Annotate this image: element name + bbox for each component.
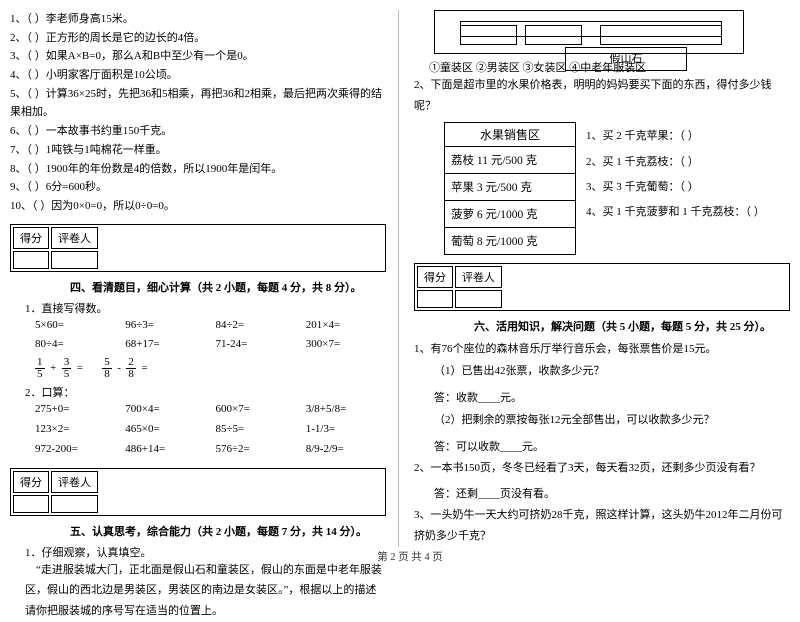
score-label: 得分: [417, 266, 453, 288]
frac: 35: [62, 357, 72, 380]
eq: 85÷5=: [216, 420, 296, 440]
eq: 700×4=: [125, 400, 205, 420]
eq-row-5: 972-200= 486+14= 576÷2= 8/9-2/9=: [10, 440, 386, 460]
fruit-header: 水果销售区: [445, 123, 575, 147]
eq: 68+17=: [125, 335, 205, 355]
j6: 6、（ ）一本故事书约重150千克。: [10, 122, 386, 141]
eq: 275+0=: [35, 400, 115, 420]
eq: 96÷3=: [125, 316, 205, 336]
eq: 3/8+5/8=: [306, 400, 386, 420]
fruit-q: 4、买 1 千克菠萝和 1 千克荔枝：（ ）: [586, 200, 790, 225]
eq-row-2: 80÷4= 68+17= 71-24= 300×7=: [10, 335, 386, 355]
eq: 600×7=: [216, 400, 296, 420]
eq-row-4: 123×2= 465×0= 85÷5= 1-1/3=: [10, 420, 386, 440]
score-label: 得分: [13, 471, 49, 493]
eq: 465×0=: [125, 420, 205, 440]
sec6-a1b: 答：可以收款____元。: [414, 436, 790, 458]
eq: 123×2=: [35, 420, 115, 440]
score-label: 得分: [13, 227, 49, 249]
frac: 28: [126, 357, 136, 380]
sec4-sub2: 2．口算：: [10, 384, 386, 400]
store-diagram: 假山石: [434, 10, 744, 54]
sec6-a1: 答：收款____元。: [414, 387, 790, 409]
eq: 300×7=: [306, 335, 386, 355]
grader-label: 评卷人: [51, 471, 98, 493]
eq: 71-24=: [216, 335, 296, 355]
sec5-desc: “走进服装城大门，正北面是假山石和童装区，假山的东面是中老年服装区，假山的西北边…: [10, 560, 386, 622]
judgment-list: 1、（ ）李老师身高15米。 2、（ ）正方形的周长是它的边长的4倍。 3、（ …: [10, 10, 386, 216]
fruit-questions: 1、买 2 千克苹果：（ ） 2、买 1 千克荔枝：（ ） 3、买 3 千克葡萄…: [586, 118, 790, 255]
eq-row-3: 275+0= 700×4= 600×7= 3/8+5/8=: [10, 400, 386, 420]
fruit-q: 1、买 2 千克苹果：（ ）: [586, 124, 790, 149]
sec6-q2: 2、一本书150页，冬冬已经看了3天，每天看32页，还剩多少页没有看？: [414, 458, 790, 479]
j1: 1、（ ）李老师身高15米。: [10, 10, 386, 29]
j5: 5、（ ）计算36×25时，先把36和5相乘，再把36和2相乘，最后把两次乘得的…: [10, 85, 386, 122]
eq-row-1: 5×60= 96÷3= 84÷2= 201×4=: [10, 316, 386, 336]
grader-label: 评卷人: [51, 227, 98, 249]
page-footer: 第 2 页 共 4 页: [10, 549, 800, 564]
fruit-row: 葡萄 8 元/1000 克: [445, 228, 575, 254]
frac-row: 15 + 35 = 58 - 28 =: [10, 357, 386, 380]
eq: 972-200=: [35, 440, 115, 460]
eq: 1-1/3=: [306, 420, 386, 440]
frac: 58: [102, 357, 112, 380]
grader-label: 评卷人: [455, 266, 502, 288]
frac: 15: [35, 357, 45, 380]
score-box: 得分评卷人: [414, 263, 790, 311]
store-box: [525, 25, 582, 45]
eq: 5×60=: [35, 316, 115, 336]
eq: 576÷2=: [216, 440, 296, 460]
store-box: [460, 25, 517, 45]
fruit-row: 苹果 3 元/500 克: [445, 174, 575, 201]
j10: 10、（ ）因为0×0=0，所以0÷0=0。: [10, 197, 386, 216]
j7: 7、（ ）1吨铁与1吨棉花一样重。: [10, 141, 386, 160]
sec5-title: 五、认真思考，综合能力（共 2 小题，每题 7 分，共 14 分）。: [70, 523, 386, 539]
j4: 4、（ ）小明家客厅面积是10公顷。: [10, 66, 386, 85]
sec6-q1b: （2）把剩余的票按每张12元全部售出，可以收款多少元？: [414, 409, 790, 431]
store-rock: 假山石: [565, 47, 687, 71]
sec4-title: 四、看清题目，细心计算（共 2 小题，每题 4 分，共 8 分）。: [70, 279, 386, 295]
fruit-table: 水果销售区 荔枝 11 元/500 克 苹果 3 元/500 克 菠萝 6 元/…: [444, 122, 576, 255]
store-box: [600, 25, 722, 45]
sec6-q3: 3、一头奶牛一天大约可挤奶28千克，照这样计算，这头奶牛2012年二月份可挤奶多…: [414, 505, 790, 547]
sec6-title: 六、活用知识，解决问题（共 5 小题，每题 5 分，共 25 分）。: [474, 318, 790, 334]
fruit-q: 2、买 1 千克荔枝：（ ）: [586, 150, 790, 175]
sec5-q2: 2、下面是超市里的水果价格表，明明的妈妈要买下面的东西，得付多少钱呢？: [414, 75, 790, 117]
score-box: 得分评卷人: [10, 224, 386, 272]
fruit-row: 荔枝 11 元/500 克: [445, 147, 575, 174]
sec6-q1: 1、有76个座位的森林音乐厅举行音乐会，每张票售价是15元。: [414, 339, 790, 360]
fruit-wrap: 水果销售区 荔枝 11 元/500 克 苹果 3 元/500 克 菠萝 6 元/…: [414, 118, 790, 255]
sec6-a2: 答：还剩____页没有看。: [414, 483, 790, 505]
eq: 84÷2=: [216, 316, 296, 336]
j8: 8、（ ）1900年的年份数是4的倍数，所以1900年是闰年。: [10, 160, 386, 179]
eq: 201×4=: [306, 316, 386, 336]
fruit-row: 菠萝 6 元/1000 克: [445, 201, 575, 228]
sec6-q1a: （1）已售出42张票，收款多少元？: [414, 360, 790, 382]
j3: 3、（ ）如果A×B=0，那么A和B中至少有一个是0。: [10, 47, 386, 66]
score-box: 得分评卷人: [10, 468, 386, 516]
fruit-q: 3、买 3 千克葡萄：（ ）: [586, 175, 790, 200]
sec4-sub1: 1．直接写得数。: [10, 300, 386, 316]
eq: 80÷4=: [35, 335, 115, 355]
j9: 9、（ ）6分=600秒。: [10, 178, 386, 197]
eq: 8/9-2/9=: [306, 440, 386, 460]
eq: 486+14=: [125, 440, 205, 460]
j2: 2、（ ）正方形的周长是它的边长的4倍。: [10, 29, 386, 48]
